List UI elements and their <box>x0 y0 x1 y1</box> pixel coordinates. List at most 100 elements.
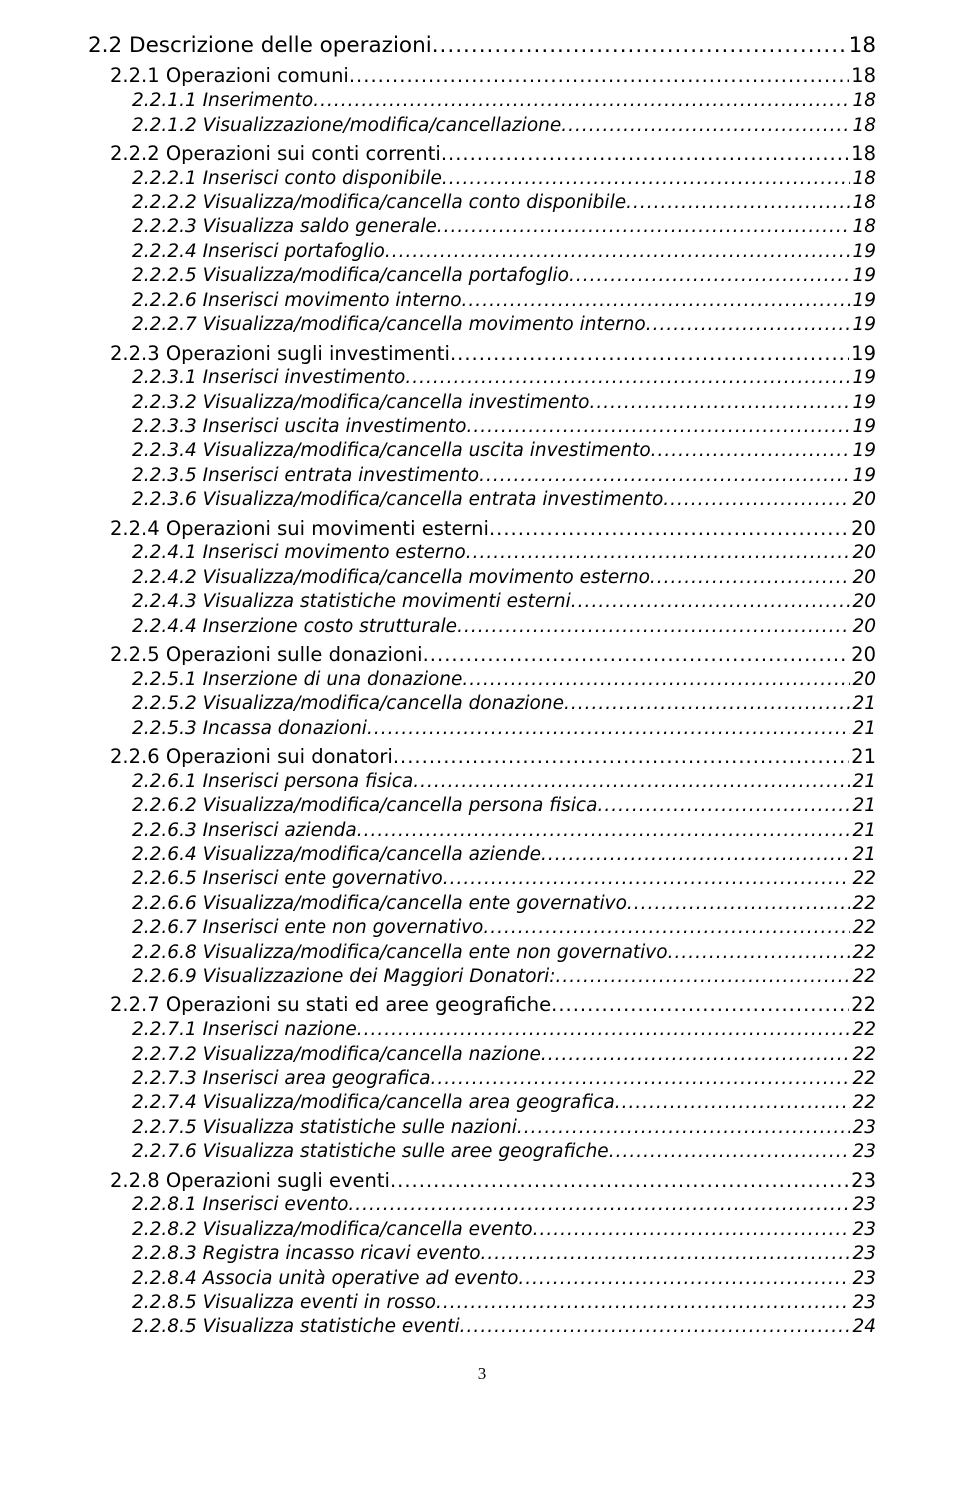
toc-leader-dots: ........................................… <box>609 1140 851 1164</box>
toc-entry[interactable]: 2.2.2.6 Inserisci movimento interno.....… <box>132 289 876 313</box>
toc-entry[interactable]: 2.2.2.5 Visualizza/modifica/cancella por… <box>132 264 876 288</box>
toc-leader-dots: ........................................… <box>313 89 850 113</box>
toc-entry[interactable]: 2.2.8 Operazioni sugli eventi...........… <box>110 1168 876 1194</box>
toc-leader-dots: ........................................… <box>533 1218 851 1242</box>
toc-entry-title: 2.2 Descrizione delle operazioni <box>88 32 432 60</box>
toc-list: 2.2 Descrizione delle operazioni........… <box>88 32 876 1340</box>
toc-entry[interactable]: 2.2.3.2 Visualizza/modifica/cancella inv… <box>132 391 876 415</box>
toc-leader-dots: ........................................… <box>627 892 851 916</box>
toc-entry[interactable]: 2.2.3.6 Visualizza/modifica/cancella ent… <box>132 488 876 512</box>
toc-entry-page: 23 <box>850 1242 876 1266</box>
toc-leader-dots: ........................................… <box>390 1168 849 1194</box>
toc-leader-dots: ........................................… <box>393 744 849 770</box>
toc-entry[interactable]: 2.2.8.2 Visualizza/modifica/cancella eve… <box>132 1218 876 1242</box>
toc-leader-dots: ........................................… <box>466 415 850 439</box>
toc-leader-dots: ........................................… <box>569 264 850 288</box>
toc-entry-title: 2.2.7 Operazioni su stati ed aree geogra… <box>110 992 551 1018</box>
toc-leader-dots: ........................................… <box>432 32 847 60</box>
toc-entry[interactable]: 2.2.1.2 Visualizzazione/modifica/cancell… <box>132 114 876 138</box>
toc-leader-dots: ........................................… <box>646 313 851 337</box>
toc-entry[interactable]: 2.2.4 Operazioni sui movimenti esterni..… <box>110 516 876 542</box>
toc-entry[interactable]: 2.2.6.9 Visualizzazione dei Maggiori Don… <box>132 965 876 989</box>
toc-entry[interactable]: 2.2.3.4 Visualizza/modifica/cancella usc… <box>132 439 876 463</box>
toc-entry[interactable]: 2.2.5.2 Visualizza/modifica/cancella don… <box>132 692 876 716</box>
toc-entry[interactable]: 2.2.8.3 Registra incasso ricavi evento..… <box>132 1242 876 1266</box>
toc-entry[interactable]: 2.2.6.2 Visualizza/modifica/cancella per… <box>132 794 876 818</box>
toc-entry[interactable]: 2.2.4.1 Inserisci movimento esterno.....… <box>132 541 876 565</box>
toc-entry[interactable]: 2.2.8.1 Inserisci evento................… <box>132 1193 876 1217</box>
toc-entry[interactable]: 2.2.2.7 Visualizza/modifica/cancella mov… <box>132 313 876 337</box>
toc-entry-page: 22 <box>850 867 876 891</box>
toc-entry[interactable]: 2.2.6.8 Visualizza/modifica/cancella ent… <box>132 941 876 965</box>
toc-entry[interactable]: 2.2.2.2 Visualizza/modifica/cancella con… <box>132 191 876 215</box>
toc-entry-page: 23 <box>850 1267 876 1291</box>
toc-entry[interactable]: 2.2.6.6 Visualizza/modifica/cancella ent… <box>132 892 876 916</box>
toc-entry[interactable]: 2.2.6.7 Inserisci ente non governativo..… <box>132 916 876 940</box>
toc-leader-dots: ........................................… <box>462 289 851 313</box>
toc-entry-title: 2.2.2.7 Visualizza/modifica/cancella mov… <box>132 313 646 337</box>
toc-entry[interactable]: 2.2.8.5 Visualizza statistiche eventi...… <box>132 1315 876 1339</box>
toc-entry-page: 19 <box>850 289 876 313</box>
toc-entry[interactable]: 2.2.6.3 Inserisci azienda...............… <box>132 819 876 843</box>
toc-entry[interactable]: 2.2.2.4 Inserisci portafoglio...........… <box>132 240 876 264</box>
toc-entry-title: 2.2.4 Operazioni sui movimenti esterni <box>110 516 489 542</box>
toc-leader-dots: ........................................… <box>437 215 851 239</box>
toc-entry[interactable]: 2.2.7.4 Visualizza/modifica/cancella are… <box>132 1091 876 1115</box>
toc-entry-title: 2.2.2.6 Inserisci movimento interno <box>132 289 462 313</box>
toc-entry[interactable]: 2.2.6.5 Inserisci ente governativo......… <box>132 867 876 891</box>
toc-entry-title: 2.2.4.2 Visualizza/modifica/cancella mov… <box>132 566 650 590</box>
toc-leader-dots: ........................................… <box>597 794 850 818</box>
toc-leader-dots: ........................................… <box>663 488 850 512</box>
toc-entry[interactable]: 2.2.6.4 Visualizza/modifica/cancella azi… <box>132 843 876 867</box>
toc-leader-dots: ........................................… <box>551 992 849 1018</box>
toc-entry[interactable]: 2.2.2.3 Visualizza saldo generale.......… <box>132 215 876 239</box>
toc-entry[interactable]: 2.2.5.3 Incassa donazioni...............… <box>132 717 876 741</box>
toc-entry[interactable]: 2.2.7.2 Visualizza/modifica/cancella naz… <box>132 1043 876 1067</box>
toc-entry-title: 2.2.5.2 Visualizza/modifica/cancella don… <box>132 692 564 716</box>
toc-entry-title: 2.2.5 Operazioni sulle donazioni <box>110 642 423 668</box>
toc-leader-dots: ........................................… <box>564 692 850 716</box>
toc-entry-title: 2.2.7.3 Inserisci area geografica <box>132 1067 431 1091</box>
toc-entry[interactable]: 2.2.7.6 Visualizza statistiche sulle are… <box>132 1140 876 1164</box>
toc-entry[interactable]: 2.2.5.1 Inserzione di una donazione.....… <box>132 668 876 692</box>
toc-entry[interactable]: 2.2.6 Operazioni sui donatori...........… <box>110 744 876 770</box>
toc-entry-title: 2.2.7.6 Visualizza statistiche sulle are… <box>132 1140 609 1164</box>
toc-entry[interactable]: 2.2.3.1 Inserisci investimento..........… <box>132 366 876 390</box>
toc-entry[interactable]: 2.2.7 Operazioni su stati ed aree geogra… <box>110 992 876 1018</box>
toc-entry-title: 2.2.2.2 Visualizza/modifica/cancella con… <box>132 191 626 215</box>
toc-entry[interactable]: 2.2.3 Operazioni sugli investimenti.....… <box>110 341 876 367</box>
toc-entry-title: 2.2.8.3 Registra incasso ricavi evento <box>132 1242 481 1266</box>
toc-entry-title: 2.2.6.8 Visualizza/modifica/cancella ent… <box>132 941 668 965</box>
toc-entry-page: 23 <box>850 1218 876 1242</box>
toc-entry[interactable]: 2.2.7.1 Inserisci nazione...............… <box>132 1018 876 1042</box>
toc-entry[interactable]: 2.2.8.4 Associa unità operative ad event… <box>132 1267 876 1291</box>
toc-entry[interactable]: 2.2.8.5 Visualizza eventi in rosso......… <box>132 1291 876 1315</box>
toc-entry[interactable]: 2.2.3.3 Inserisci uscita investimento...… <box>132 415 876 439</box>
toc-entry-page: 18 <box>850 114 876 138</box>
toc-entry[interactable]: 2.2.4.4 Inserzione costo strutturale....… <box>132 615 876 639</box>
toc-entry[interactable]: 2.2.5 Operazioni sulle donazioni........… <box>110 642 876 668</box>
toc-entry[interactable]: 2.2.7.3 Inserisci area geografica.......… <box>132 1067 876 1091</box>
toc-entry-title: 2.2.7.1 Inserisci nazione <box>132 1018 357 1042</box>
toc-entry-page: 23 <box>850 1291 876 1315</box>
toc-entry-title: 2.2.3.2 Visualizza/modifica/cancella inv… <box>132 391 590 415</box>
toc-entry[interactable]: 2.2.4.3 Visualizza statistiche movimenti… <box>132 590 876 614</box>
toc-entry[interactable]: 2.2.3.5 Inserisci entrata investimento..… <box>132 464 876 488</box>
toc-leader-dots: ........................................… <box>457 615 850 639</box>
toc-entry[interactable]: 2.2.1.1 Inserimento.....................… <box>132 89 876 113</box>
toc-entry[interactable]: 2.2.1 Operazioni comuni.................… <box>110 63 876 89</box>
toc-leader-dots: ........................................… <box>626 191 850 215</box>
toc-entry-title: 2.2.8.4 Associa unità operative ad event… <box>132 1267 518 1291</box>
toc-entry[interactable]: 2.2.6.1 Inserisci persona fisica........… <box>132 770 876 794</box>
toc-entry[interactable]: 2.2.2.1 Inserisci conto disponibile.....… <box>132 167 876 191</box>
toc-entry[interactable]: 2.2.2 Operazioni sui conti correnti.....… <box>110 141 876 167</box>
toc-entry-page: 21 <box>850 692 876 716</box>
toc-entry[interactable]: 2.2 Descrizione delle operazioni........… <box>88 32 876 60</box>
toc-entry-title: 2.2.8.5 Visualizza eventi in rosso <box>132 1291 436 1315</box>
toc-entry[interactable]: 2.2.4.2 Visualizza/modifica/cancella mov… <box>132 566 876 590</box>
toc-leader-dots: ........................................… <box>442 167 851 191</box>
toc-entry-page: 19 <box>850 391 876 415</box>
toc-entry[interactable]: 2.2.7.5 Visualizza statistiche sulle naz… <box>132 1116 876 1140</box>
toc-leader-dots: ........................................… <box>483 916 850 940</box>
toc-entry-page: 21 <box>850 843 876 867</box>
